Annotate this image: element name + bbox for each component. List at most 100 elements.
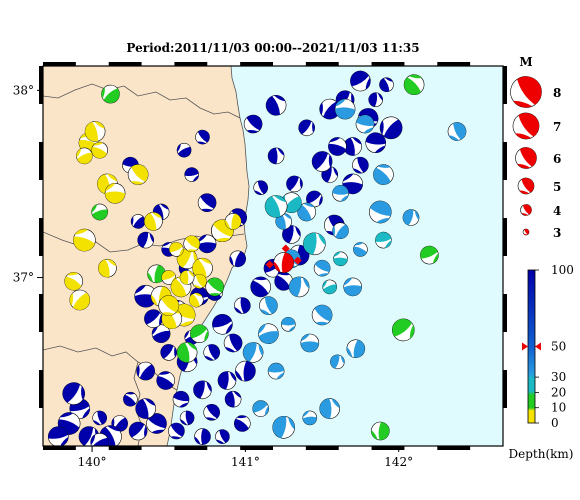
beachball-compression — [250, 280, 269, 297]
beachball-compression — [328, 154, 333, 168]
magnitude-legend-label: 5 — [553, 180, 561, 194]
beachball-compression — [365, 132, 386, 145]
beachball-compression — [335, 107, 356, 120]
beachball-compression — [135, 398, 149, 419]
beachball-compression — [315, 260, 331, 272]
beachball-compression — [64, 276, 82, 291]
earthquake-beachball — [346, 339, 366, 359]
beachball-compression — [160, 204, 169, 210]
beachball-compression — [282, 225, 294, 244]
magnitude-legend-symbol — [522, 228, 530, 236]
beachball-compression — [517, 76, 542, 105]
earthquake-beachball — [403, 74, 425, 95]
beachball-compression — [346, 346, 353, 357]
beachball-compression — [82, 408, 90, 419]
beachball-compression — [246, 115, 263, 131]
beachball-compression — [73, 236, 95, 252]
beachball-compression — [192, 175, 199, 182]
earthquake-beachball — [223, 333, 243, 353]
beachball-compression — [432, 253, 439, 264]
beachball-compression — [384, 240, 392, 248]
highlight-marker — [265, 260, 274, 269]
earthquake-beachball — [158, 295, 179, 316]
beachball-compression — [340, 195, 349, 202]
beachball-compression — [243, 361, 256, 382]
beachball-compression — [371, 430, 378, 440]
beachball-compression — [343, 173, 354, 182]
beachball-compression — [370, 201, 392, 216]
beachball-compression — [289, 276, 302, 297]
earthquake-beachball — [168, 422, 185, 440]
beachball-compression — [318, 273, 329, 277]
earthquake-beachball — [156, 371, 175, 390]
earthquake-beachball — [243, 114, 263, 134]
lon-tick-label: 142° — [384, 455, 413, 469]
lon-tick-label: 141° — [231, 455, 260, 469]
beachball-compression — [206, 404, 220, 419]
earthquake-beachball — [355, 114, 375, 134]
beachball-compression — [144, 309, 161, 325]
earthquake-beachball — [84, 121, 106, 142]
beachball-compression — [193, 284, 202, 289]
beachball-compression — [384, 77, 393, 82]
beachball-compression — [179, 402, 189, 408]
beachball-compression — [254, 190, 263, 195]
beachball-compression — [212, 314, 232, 328]
earthquake-beachball — [137, 231, 154, 249]
beachball-compression — [105, 183, 116, 192]
highlight-marker — [281, 244, 290, 253]
beachball-compression — [332, 185, 349, 195]
beachball-compression — [180, 270, 189, 285]
beachball-compression — [524, 229, 529, 235]
earthquake-beachball — [73, 228, 96, 252]
earthquake-beachball — [258, 323, 279, 345]
depth-tick-label: 20 — [551, 385, 566, 399]
beachball-compression — [302, 416, 317, 425]
beachball-compression — [59, 412, 74, 418]
beachball-compression — [62, 382, 81, 403]
beachball-compression — [177, 144, 181, 153]
beachball-compression — [254, 276, 268, 281]
beachball-compression — [198, 234, 207, 243]
beachball-compression — [352, 137, 362, 145]
beachball-compression — [332, 225, 336, 236]
beachball-compression — [408, 74, 422, 79]
beachball-compression — [374, 145, 386, 153]
beachball-compression — [195, 274, 207, 288]
beachball-compression — [264, 296, 278, 314]
beachball-compression — [319, 195, 323, 206]
beachball-compression — [300, 334, 310, 342]
earthquake-beachball — [311, 304, 333, 326]
earthquake-beachball — [332, 185, 349, 202]
beachball-compression — [131, 216, 134, 226]
beachball-compression — [299, 178, 303, 189]
earthquake-beachball — [264, 195, 288, 218]
frame-bar — [39, 218, 43, 256]
beachball-compression — [319, 102, 323, 116]
beachball-compression — [197, 130, 210, 143]
earthquake-beachball — [127, 164, 149, 185]
beachball-compression — [192, 259, 207, 279]
beachball-compression — [204, 330, 209, 342]
beachball-compression — [180, 320, 194, 326]
depth-tick-label: 10 — [551, 401, 566, 415]
beachball-compression — [193, 250, 198, 264]
frame-bar — [240, 446, 273, 450]
beachball-compression — [194, 293, 203, 297]
beachball-compression — [139, 364, 155, 381]
beachball-compression — [198, 242, 217, 253]
earthquake-beachball — [286, 175, 303, 193]
beachball-compression — [149, 233, 154, 243]
beachball-compression — [151, 294, 158, 306]
earthquake-beachball — [144, 212, 163, 231]
beachball-compression — [136, 365, 140, 377]
earthquake-beachball — [176, 142, 192, 158]
earthquake-beachball — [91, 203, 108, 221]
beachball-compression — [60, 436, 69, 446]
beachball-compression — [329, 137, 341, 143]
earthquake-beachball — [91, 141, 108, 159]
beachball-compression — [273, 261, 281, 273]
beachball-compression — [375, 232, 392, 242]
